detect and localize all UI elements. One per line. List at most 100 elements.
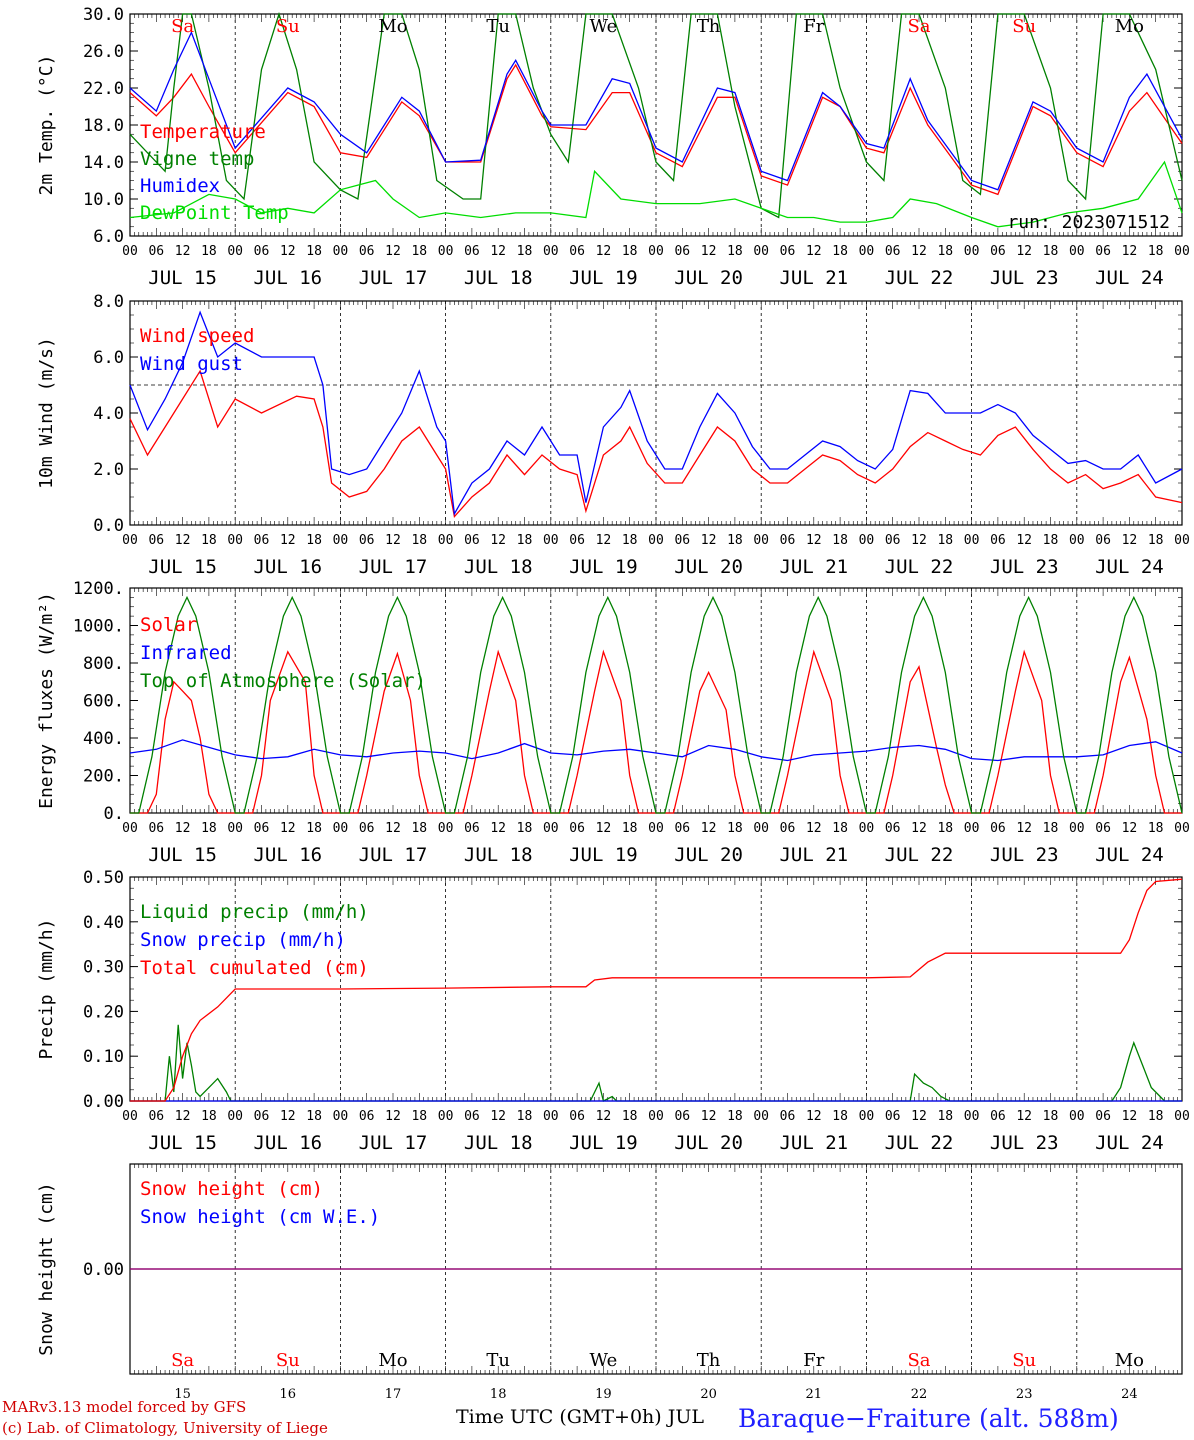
x-hour-label: 12 <box>385 821 401 836</box>
x-hour-label: 06 <box>780 821 796 836</box>
x-hour-label: 00 <box>227 1109 243 1124</box>
legend-entry: Wind gust <box>140 353 243 375</box>
weekday-label: Mo <box>1115 16 1144 37</box>
series-line-temperature <box>129 63 1183 196</box>
y-tick-label: 26.0 <box>83 42 124 62</box>
x-hour-label: 00 <box>227 533 243 548</box>
x-date-label: JUL 20 <box>674 844 743 866</box>
day-number-label: 21 <box>806 1387 823 1402</box>
y-tick-label: 0.10 <box>83 1047 124 1067</box>
x-hour-label: 06 <box>885 533 901 548</box>
x-hour-label: 00 <box>1174 1109 1190 1124</box>
x-date-label: JUL 16 <box>253 1132 322 1154</box>
x-hour-label: 18 <box>1148 1109 1164 1124</box>
x-date-label: JUL 20 <box>674 267 743 289</box>
x-date-label: JUL 24 <box>1095 1132 1164 1154</box>
series-line-vigne-temp <box>129 11 1183 219</box>
series-line-liquid-precip-mm-h- <box>130 1024 1182 1102</box>
y-tick-label: 18.0 <box>83 116 124 136</box>
x-hour-label: 12 <box>280 533 296 548</box>
y-tick-label: 1200. <box>73 579 124 599</box>
x-hour-label: 06 <box>885 244 901 259</box>
x-hour-label: 06 <box>674 533 690 548</box>
y-tick-label: 0.00 <box>83 1092 124 1112</box>
x-date-label: JUL 19 <box>569 556 638 578</box>
x-hour-label: 06 <box>359 1109 375 1124</box>
x-hour-label: 06 <box>464 1109 480 1124</box>
x-hour-label: 00 <box>1069 821 1085 836</box>
legend-entry: DewPoint Temp <box>140 202 289 224</box>
series-line-total-cumulated-cm- <box>130 878 1183 1102</box>
model-credit: MARv3.13 model forced by GFS <box>2 1398 247 1416</box>
x-hour-label: 18 <box>1148 821 1164 836</box>
x-hour-label: 12 <box>175 533 191 548</box>
y-tick-label: 0.40 <box>83 913 124 933</box>
y-tick-label: 200. <box>83 767 124 787</box>
x-hour-label: 06 <box>254 244 270 259</box>
x-hour-label: 12 <box>1016 244 1032 259</box>
x-date-label: JUL 20 <box>674 1132 743 1154</box>
y-tick-label: 30.0 <box>83 5 124 25</box>
x-hour-label: 06 <box>1095 1109 1111 1124</box>
x-hour-label: 18 <box>1043 1109 1059 1124</box>
x-hour-label: 12 <box>911 1109 927 1124</box>
x-hour-label: 18 <box>517 1109 533 1124</box>
plot-frame <box>129 587 1183 814</box>
x-hour-label: 18 <box>306 821 322 836</box>
x-hour-label: 18 <box>727 821 743 836</box>
x-hour-label: 18 <box>1043 821 1059 836</box>
x-hour-label: 12 <box>911 533 927 548</box>
legend-entry: Total cumulated (cm) <box>140 957 369 979</box>
weekday-label: We <box>590 16 618 37</box>
weekday-label: Tu <box>486 16 510 37</box>
x-hour-label: 00 <box>859 1109 875 1124</box>
x-date-label: JUL 18 <box>464 1132 533 1154</box>
x-date-label: JUL 22 <box>885 1132 954 1154</box>
legend-entry: Liquid precip (mm/h) <box>140 901 369 923</box>
x-hour-label: 18 <box>201 1109 217 1124</box>
x-hour-label: 06 <box>464 533 480 548</box>
x-date-label: JUL 22 <box>885 844 954 866</box>
x-hour-label: 00 <box>859 533 875 548</box>
x-date-label: JUL 17 <box>359 556 428 578</box>
x-date-label: JUL 18 <box>464 267 533 289</box>
x-hour-label: 06 <box>569 533 585 548</box>
x-hour-label: 00 <box>227 821 243 836</box>
series-line-top-of-atmosphere-solar- <box>130 595 1183 814</box>
x-hour-label: 00 <box>1174 533 1190 548</box>
x-date-label: JUL 18 <box>464 844 533 866</box>
x-hour-label: 12 <box>1122 244 1138 259</box>
chart-panel-5: 0.00 Snow height (cm) Snow height (cm) Snow… <box>36 1163 1183 1402</box>
x-hour-label: 00 <box>1174 821 1190 836</box>
x-hour-label: 12 <box>280 1109 296 1124</box>
x-date-label: JUL 16 <box>253 556 322 578</box>
x-date-label: JUL 21 <box>779 556 848 578</box>
weekday-label: We <box>590 1350 618 1371</box>
weekday-label: Sa <box>171 16 194 37</box>
x-hour-label: 12 <box>806 244 822 259</box>
x-hour-label: 18 <box>1043 244 1059 259</box>
x-date-label: JUL 22 <box>885 556 954 578</box>
x-hour-label: 06 <box>674 244 690 259</box>
weekday-label: Su <box>276 16 300 37</box>
series-line-infrared <box>129 739 1183 762</box>
x-hour-label: 00 <box>1174 244 1190 259</box>
x-hour-label: 00 <box>964 1109 980 1124</box>
y-tick-label: 6.0 <box>93 227 124 247</box>
x-hour-label: 06 <box>1095 244 1111 259</box>
day-number-label: 22 <box>911 1387 928 1402</box>
x-hour-label: 12 <box>701 533 717 548</box>
weekday-label: Th <box>697 1350 721 1371</box>
x-hour-label: 00 <box>122 533 138 548</box>
x-hour-label: 12 <box>490 1109 506 1124</box>
x-hour-label: 06 <box>464 244 480 259</box>
x-hour-label: 00 <box>648 821 664 836</box>
x-hour-label: 06 <box>569 821 585 836</box>
weekday-label: Mo <box>1115 1350 1144 1371</box>
x-hour-label: 12 <box>175 244 191 259</box>
x-hour-label: 06 <box>885 1109 901 1124</box>
x-hour-label: 00 <box>333 821 349 836</box>
x-hour-label: 18 <box>306 1109 322 1124</box>
x-hour-label: 12 <box>701 1109 717 1124</box>
